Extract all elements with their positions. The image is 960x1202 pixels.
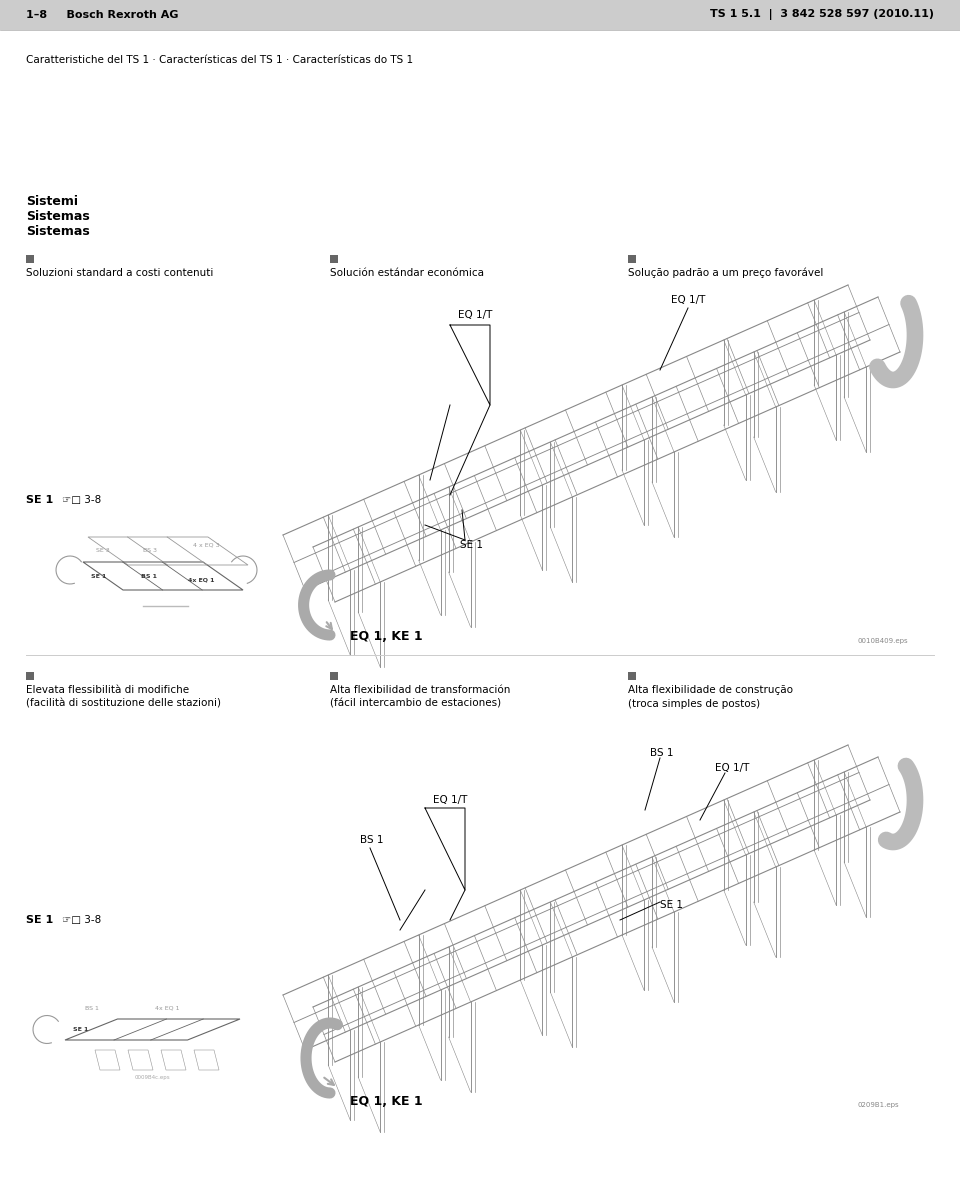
Text: SE 1: SE 1 [26, 495, 53, 505]
Text: EQ 1, KE 1: EQ 1, KE 1 [350, 1095, 422, 1108]
Text: SE 3: SE 3 [96, 548, 109, 553]
Text: EQ 1/T: EQ 1/T [433, 795, 468, 805]
Text: Soluzioni standard a costi contenuti: Soluzioni standard a costi contenuti [26, 268, 213, 278]
Text: 0009B4c.eps: 0009B4c.eps [134, 1075, 170, 1081]
Text: 4x EQ 1: 4x EQ 1 [188, 577, 214, 583]
Text: BS 3: BS 3 [143, 548, 157, 553]
Bar [330, 672, 338, 680]
Text: BS 1: BS 1 [650, 748, 674, 758]
Text: BS 1: BS 1 [360, 835, 383, 845]
Bar [26, 255, 34, 263]
Bar [26, 672, 34, 680]
Text: Elevata flessibilità di modifiche
(facilità di sostituzione delle stazioni): Elevata flessibilità di modifiche (facil… [26, 685, 221, 709]
Text: Sistemas: Sistemas [26, 210, 89, 224]
Text: SE 1: SE 1 [660, 900, 683, 910]
Bar [628, 255, 636, 263]
Text: EQ 1/T: EQ 1/T [671, 294, 706, 305]
Bar [330, 255, 338, 263]
Text: Sistemas: Sistemas [26, 225, 89, 238]
Text: BS 1: BS 1 [85, 1006, 99, 1011]
Text: Alta flexibilidade de construção
(troca simples de postos): Alta flexibilidade de construção (troca … [628, 685, 793, 709]
Bar [0, 0, 960, 30]
Text: 0209B1.eps: 0209B1.eps [858, 1102, 900, 1108]
Bar [628, 672, 636, 680]
Text: Caratteristiche del TS 1 · Características del TS 1 · Características do TS 1: Caratteristiche del TS 1 · Característic… [26, 55, 413, 65]
Text: SE 1: SE 1 [460, 540, 483, 551]
Text: EQ 1/T: EQ 1/T [715, 763, 750, 773]
Text: SE 1: SE 1 [91, 573, 107, 578]
Text: Sistemi: Sistemi [26, 195, 78, 208]
Text: 4x EQ 1: 4x EQ 1 [155, 1006, 180, 1011]
Text: EQ 1/T: EQ 1/T [458, 310, 492, 320]
Text: BS 1: BS 1 [141, 573, 157, 578]
Text: ☞□ 3-8: ☞□ 3-8 [62, 915, 101, 926]
Text: 4 x EQ 3: 4 x EQ 3 [193, 542, 220, 547]
Text: EQ 1, KE 1: EQ 1, KE 1 [350, 630, 422, 643]
Text: Solución estándar económica: Solución estándar económica [330, 268, 484, 278]
Text: 1–8     Bosch Rexroth AG: 1–8 Bosch Rexroth AG [26, 10, 179, 20]
Text: SE 1: SE 1 [73, 1027, 88, 1033]
Text: TS 1 5.1  |  3 842 528 597 (2010.11): TS 1 5.1 | 3 842 528 597 (2010.11) [710, 10, 934, 20]
Text: 0010B409.eps: 0010B409.eps [858, 638, 908, 644]
Text: Alta flexibilidad de transformación
(fácil intercambio de estaciones): Alta flexibilidad de transformación (fác… [330, 685, 511, 709]
Text: ☞□ 3-8: ☞□ 3-8 [62, 495, 101, 505]
Text: SE 1: SE 1 [26, 915, 53, 926]
Text: Solução padrão a um preço favorável: Solução padrão a um preço favorável [628, 268, 824, 279]
